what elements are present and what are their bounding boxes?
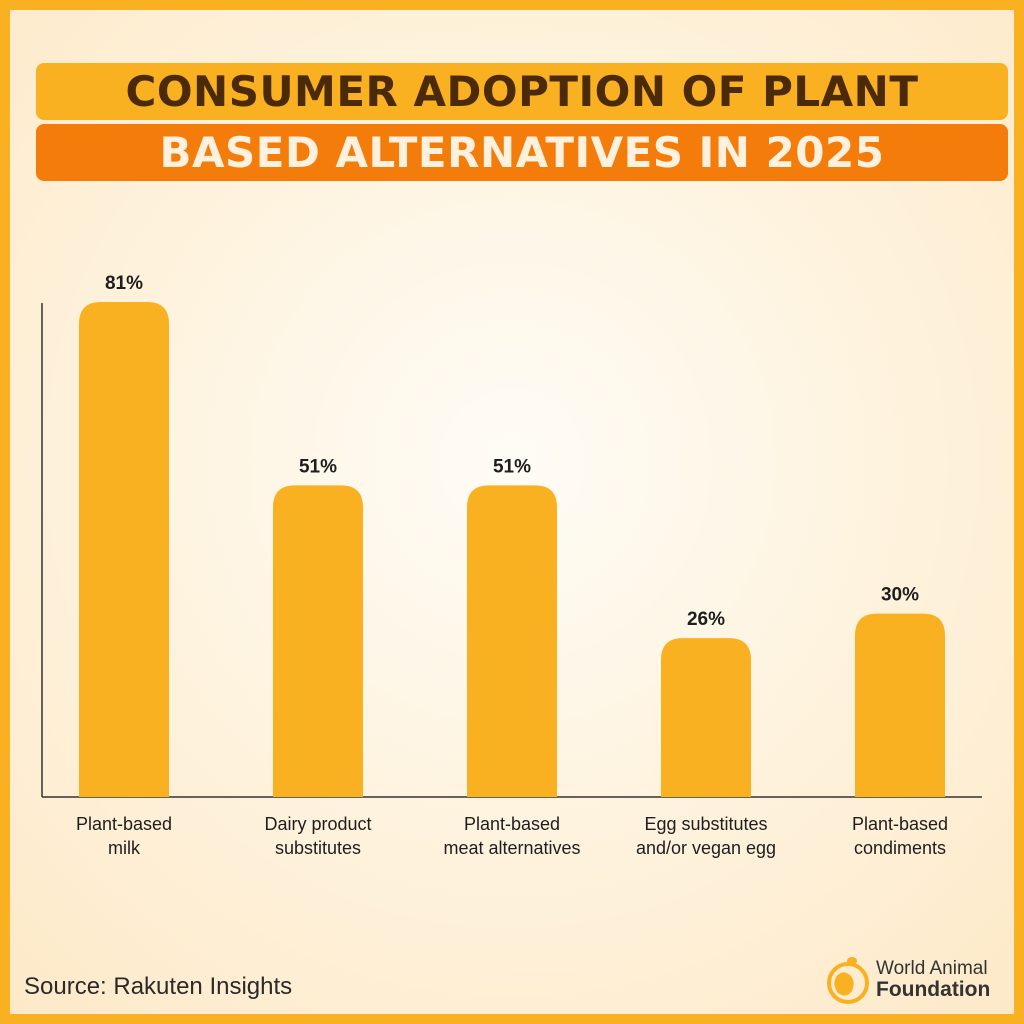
category-label: and/or vegan egg bbox=[636, 838, 776, 858]
title-line-2: BASED ALTERNATIVES IN 2025 bbox=[36, 124, 1008, 181]
bar-0 bbox=[79, 302, 169, 797]
value-label: 51% bbox=[299, 456, 337, 477]
category-label: Plant-based bbox=[464, 814, 560, 834]
logo-line-2: Foundation bbox=[876, 978, 991, 1001]
category-label: milk bbox=[108, 838, 141, 858]
title-line-1: CONSUMER ADOPTION OF PLANT bbox=[36, 63, 1008, 120]
logo: World Animal Foundation bbox=[826, 955, 990, 1005]
category-label: meat alternatives bbox=[443, 838, 580, 858]
category-label: Plant-based bbox=[76, 814, 172, 834]
category-label: Dairy product bbox=[264, 814, 371, 834]
source-text: Source: Rakuten Insights bbox=[24, 973, 293, 1000]
value-label: 30% bbox=[881, 585, 919, 606]
animal-logo-icon bbox=[827, 957, 869, 1004]
category-label: substitutes bbox=[275, 838, 361, 858]
bar-3 bbox=[661, 638, 751, 797]
value-label: 51% bbox=[493, 456, 531, 477]
category-label: condiments bbox=[854, 838, 946, 858]
bar-1 bbox=[273, 485, 363, 797]
bar-4 bbox=[855, 613, 945, 797]
logo-line-1: World Animal bbox=[876, 958, 988, 979]
category-label: Egg substitutes bbox=[644, 814, 767, 834]
value-label: 81% bbox=[105, 273, 143, 294]
category-label: Plant-based bbox=[852, 814, 948, 834]
bar-2 bbox=[467, 485, 557, 797]
value-label: 26% bbox=[687, 609, 725, 630]
